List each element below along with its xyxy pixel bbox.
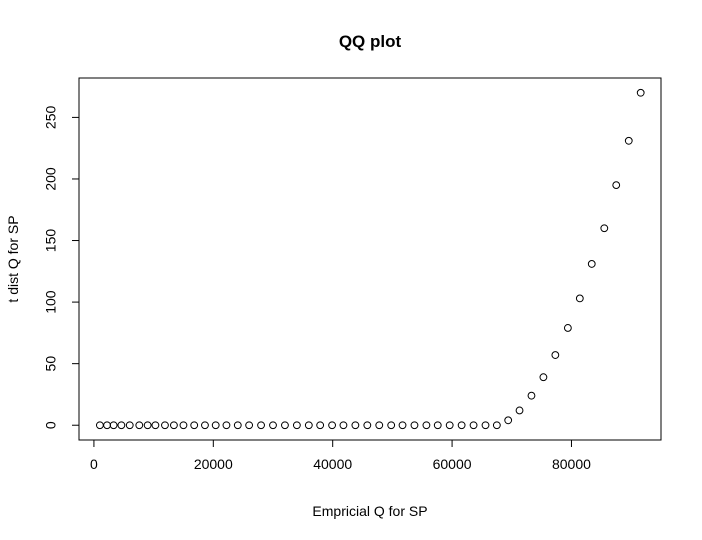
data-point	[398, 421, 407, 430]
data-point	[143, 421, 152, 430]
data-point	[304, 421, 313, 430]
data-point	[375, 421, 384, 430]
y-tick-label: 50	[43, 356, 59, 372]
data-points	[95, 88, 645, 430]
data-point	[190, 421, 199, 430]
x-tick-label: 80000	[552, 456, 591, 472]
y-tick-label: 150	[43, 229, 59, 253]
x-axis: 0 20000 40000 60000 80000	[90, 439, 591, 472]
data-point	[551, 351, 560, 359]
data-point	[363, 421, 372, 430]
data-point	[292, 421, 301, 430]
data-point	[109, 421, 118, 430]
data-point	[269, 421, 277, 430]
data-point	[179, 421, 188, 430]
data-point	[445, 421, 454, 430]
data-point	[504, 416, 513, 425]
data-point	[575, 294, 584, 303]
data-point	[539, 373, 548, 382]
data-point	[515, 406, 524, 415]
data-point	[587, 260, 596, 268]
data-point	[257, 421, 265, 430]
data-point	[135, 421, 144, 430]
y-tick-label: 0	[43, 421, 59, 429]
data-point	[422, 421, 431, 430]
data-point	[387, 421, 396, 430]
y-tick-label: 200	[43, 167, 59, 191]
data-point	[351, 421, 360, 430]
data-point	[636, 88, 645, 97]
data-point	[170, 421, 178, 430]
chart-title: QQ plot	[339, 32, 402, 51]
data-point	[151, 421, 160, 430]
data-point	[527, 391, 536, 400]
x-axis-label: Empricial Q for SP	[312, 503, 427, 519]
data-point	[492, 421, 501, 430]
data-point	[201, 421, 209, 430]
x-tick-label: 20000	[194, 456, 233, 472]
data-point	[328, 421, 336, 430]
data-point	[457, 421, 466, 430]
y-axis: 0 50 100 150 200 250	[43, 106, 80, 429]
data-point	[624, 136, 633, 145]
data-point	[481, 421, 490, 430]
data-point	[161, 421, 169, 430]
y-axis-label: t dist Q for SP	[5, 215, 21, 302]
data-point	[125, 421, 134, 430]
data-point	[103, 421, 111, 430]
data-point	[469, 421, 478, 430]
x-tick-label: 0	[90, 456, 98, 472]
data-point	[563, 324, 572, 332]
data-point	[222, 421, 231, 430]
x-tick-label: 60000	[433, 456, 472, 472]
data-point	[245, 421, 254, 430]
data-point	[433, 421, 442, 430]
data-point	[316, 421, 325, 430]
data-point	[211, 421, 220, 430]
data-point	[612, 181, 621, 190]
data-point	[233, 421, 242, 430]
data-point	[281, 421, 289, 430]
data-point	[410, 421, 419, 430]
x-tick-label: 40000	[313, 456, 352, 472]
plot-frame	[78, 77, 662, 441]
data-point	[600, 224, 609, 233]
y-tick-label: 250	[43, 106, 59, 130]
data-point	[95, 421, 104, 430]
data-point	[117, 421, 126, 430]
data-point	[339, 421, 348, 430]
y-tick-label: 100	[43, 290, 59, 314]
